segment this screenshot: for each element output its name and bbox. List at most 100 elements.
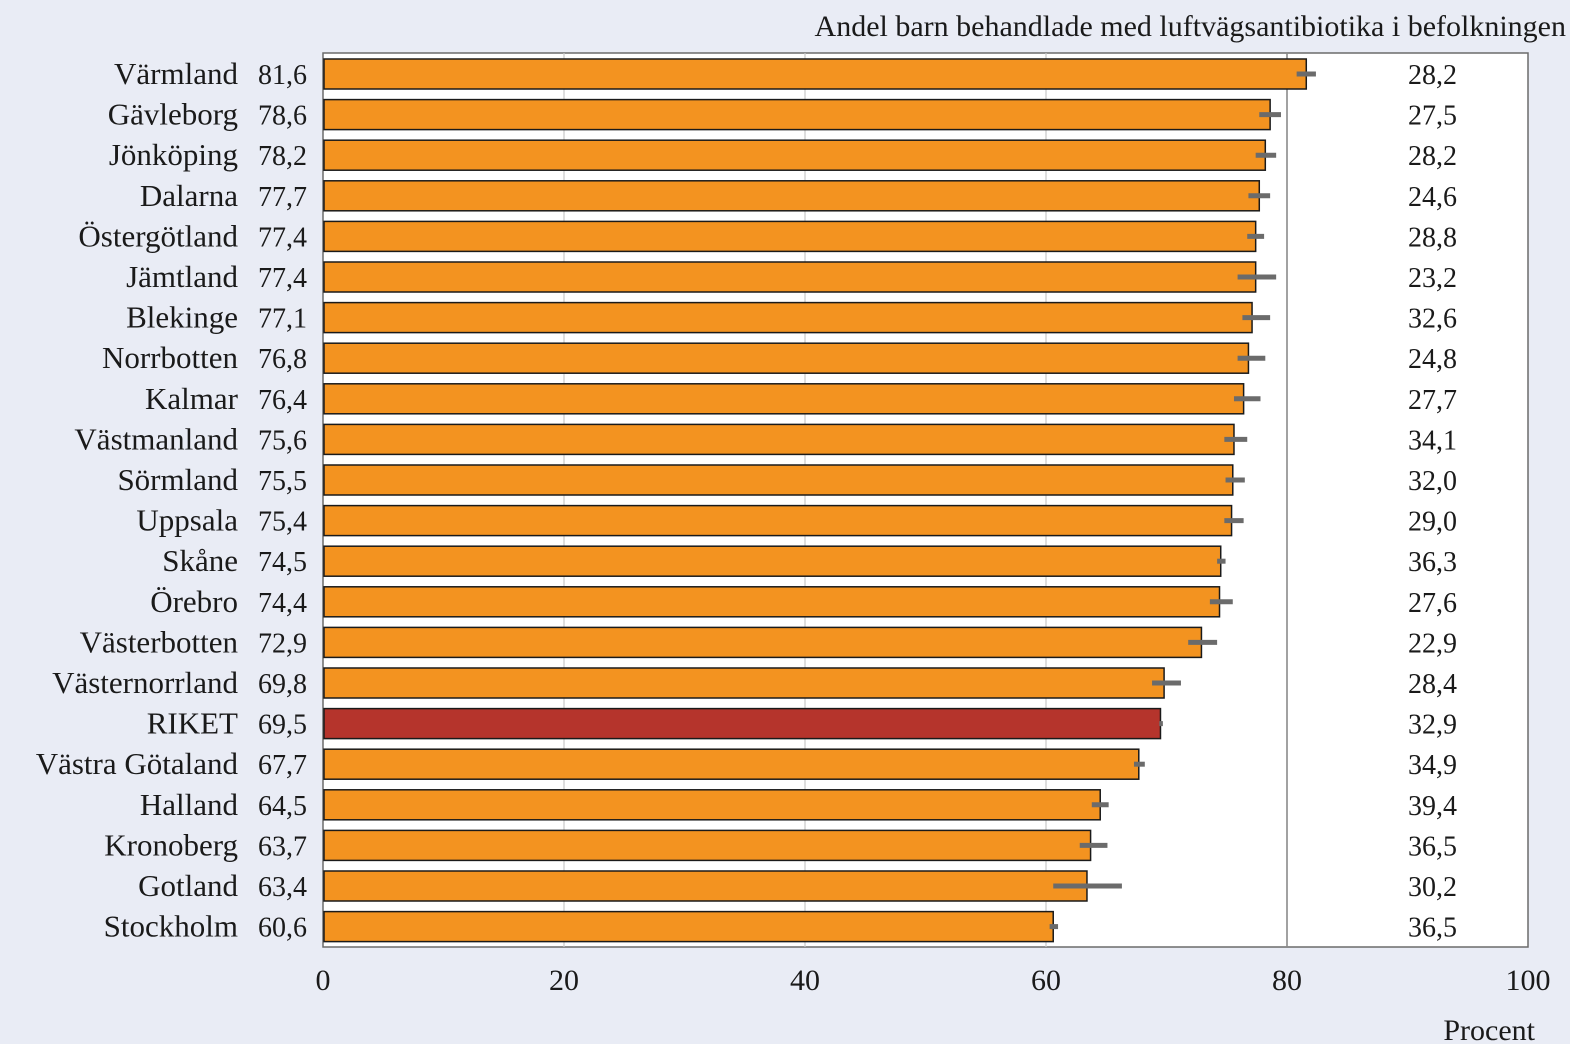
category-label-12: Skåne <box>162 543 238 578</box>
category-label-19: Kronoberg <box>104 827 238 862</box>
bar-0 <box>323 58 1308 90</box>
value-label-20: 63,4 <box>258 872 307 903</box>
bar-9 <box>323 423 1235 456</box>
value-label-11: 75,4 <box>258 507 307 538</box>
category-label-6: Blekinge <box>126 300 238 335</box>
value-label-15: 69,8 <box>258 669 307 700</box>
x-tick-label-100: 100 <box>1506 964 1551 997</box>
category-label-1: Gävleborg <box>108 97 238 132</box>
bar-6 <box>323 301 1253 334</box>
right-value-1: 27,5 <box>1408 101 1457 132</box>
bar-15 <box>323 667 1165 699</box>
value-labels: 81,6 78,6 78,2 77,7 77,4 77,4 77,1 76,8 76,4 75,6… <box>258 60 307 944</box>
bar-11 <box>323 504 1233 537</box>
category-label-16: RIKET <box>147 706 238 741</box>
value-label-4: 77,4 <box>258 222 307 253</box>
bars <box>323 58 1308 943</box>
bar-18 <box>323 789 1101 821</box>
x-tick-labels: 0 20 40 60 80 100 <box>316 964 1551 997</box>
value-label-21: 60,6 <box>258 913 307 944</box>
value-label-3: 77,7 <box>258 182 307 213</box>
bar-8 <box>323 383 1245 415</box>
value-label-17: 67,7 <box>258 750 307 781</box>
category-label-18: Halland <box>140 787 239 822</box>
bar-13 <box>323 586 1221 618</box>
bar-21 <box>323 910 1054 943</box>
bar-3 <box>323 180 1261 212</box>
bar-12 <box>323 545 1222 577</box>
chart-title: Andel barn behandlade med luftvägsantibi… <box>815 10 1566 43</box>
right-value-5: 23,2 <box>1408 263 1457 294</box>
bar-7 <box>323 342 1250 374</box>
right-value-0: 28,2 <box>1408 60 1457 91</box>
error-bars <box>1049 71 1316 930</box>
right-value-20: 30,2 <box>1408 872 1457 903</box>
bar-10 <box>323 464 1234 496</box>
value-label-19: 63,7 <box>258 831 307 862</box>
category-label-2: Jönköping <box>109 137 238 172</box>
category-label-7: Norrbotten <box>102 340 239 375</box>
value-label-6: 77,1 <box>258 304 307 335</box>
value-label-12: 74,5 <box>258 547 307 578</box>
bar-2 <box>323 139 1267 171</box>
right-value-21: 36,5 <box>1408 913 1457 944</box>
value-label-10: 75,5 <box>258 466 307 497</box>
value-label-0: 81,6 <box>258 60 307 91</box>
bar-4 <box>323 220 1257 253</box>
value-label-5: 77,4 <box>258 263 307 294</box>
category-label-17: Västra Götaland <box>36 746 239 781</box>
value-label-9: 75,6 <box>258 425 307 456</box>
x-tick-label-60: 60 <box>1031 964 1061 997</box>
value-label-8: 76,4 <box>258 385 307 416</box>
right-value-15: 28,4 <box>1408 669 1457 700</box>
category-label-8: Kalmar <box>145 381 239 416</box>
category-label-9: Västmanland <box>74 421 238 456</box>
category-label-5: Jämtland <box>126 259 238 294</box>
category-label-4: Östergötland <box>78 218 238 253</box>
right-value-17: 34,9 <box>1408 750 1457 781</box>
category-label-0: Värmland <box>114 56 238 91</box>
bar-20 <box>323 870 1088 902</box>
right-value-16: 32,9 <box>1408 710 1457 741</box>
category-label-15: Västernorrland <box>52 665 238 700</box>
right-value-8: 27,7 <box>1408 385 1457 416</box>
bar-17 <box>323 748 1140 780</box>
right-value-10: 32,0 <box>1408 466 1457 497</box>
x-tick-label-80: 80 <box>1272 964 1302 997</box>
right-value-4: 28,8 <box>1408 222 1457 253</box>
x-tick-label-20: 20 <box>549 964 579 997</box>
bar-19 <box>323 829 1092 862</box>
value-label-16: 69,5 <box>258 710 307 741</box>
bar-16 <box>323 707 1162 740</box>
category-label-13: Örebro <box>150 584 238 619</box>
value-label-18: 64,5 <box>258 791 307 822</box>
right-value-7: 24,8 <box>1408 344 1457 375</box>
category-label-14: Västerbotten <box>80 624 239 659</box>
right-value-6: 32,6 <box>1408 304 1457 335</box>
category-label-21: Stockholm <box>104 909 238 944</box>
right-value-2: 28,2 <box>1408 141 1457 172</box>
right-column-values: 28,2 27,5 28,2 24,6 28,8 23,2 32,6 24,8 27,7 34,1… <box>1408 60 1457 944</box>
right-value-13: 27,6 <box>1408 588 1457 619</box>
right-value-18: 39,4 <box>1408 791 1457 822</box>
right-value-14: 22,9 <box>1408 628 1457 659</box>
x-tick-label-0: 0 <box>316 964 331 997</box>
bar-5 <box>323 261 1257 293</box>
x-axis-label: Procent <box>1443 1014 1535 1044</box>
category-labels: Värmland Gävleborg Jönköping Dalarna Östergö… <box>36 56 239 944</box>
value-label-13: 74,4 <box>258 588 307 619</box>
x-tick-label-40: 40 <box>790 964 820 997</box>
bar-14 <box>323 626 1203 659</box>
right-value-19: 36,5 <box>1408 831 1457 862</box>
value-label-1: 78,6 <box>258 101 307 132</box>
right-value-3: 24,6 <box>1408 182 1457 213</box>
category-label-11: Uppsala <box>136 503 238 538</box>
right-value-11: 29,0 <box>1408 507 1457 538</box>
value-label-2: 78,2 <box>258 141 307 172</box>
right-value-9: 34,1 <box>1408 425 1457 456</box>
category-label-10: Sörmland <box>117 462 238 497</box>
right-value-12: 36,3 <box>1408 547 1457 578</box>
bar-1 <box>323 98 1271 131</box>
value-label-14: 72,9 <box>258 628 307 659</box>
